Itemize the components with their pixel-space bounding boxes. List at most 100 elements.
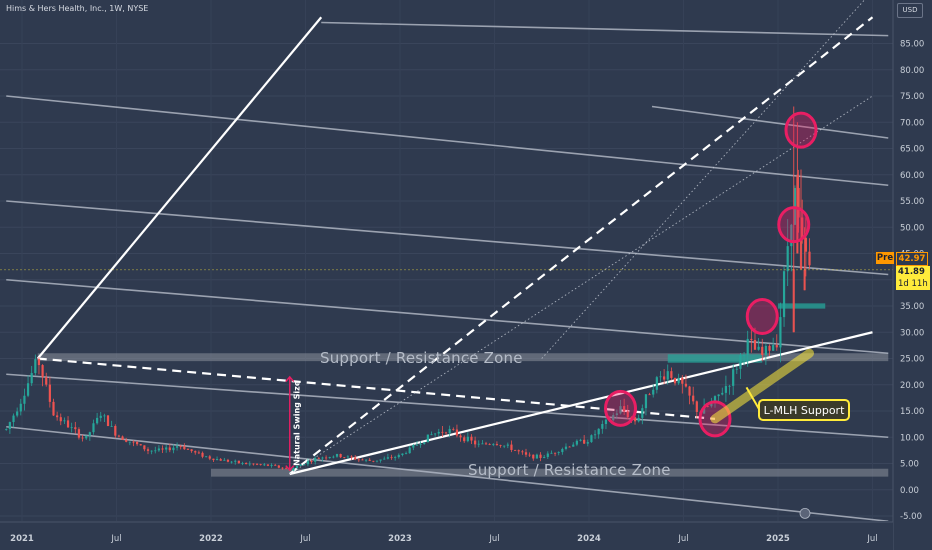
candle-body [415,444,419,446]
candle-body [168,447,171,451]
candle-body [372,460,375,462]
event-marker-icon[interactable] [799,507,811,519]
candle-body [397,455,400,458]
candle-body [139,444,142,446]
candle-body [797,187,800,218]
candle-body [423,442,426,444]
candle-body [339,454,342,458]
candle-body [623,406,626,412]
pivot-circle[interactable] [745,298,779,335]
y-tick-label: 80.00 [900,66,924,76]
candle-body [619,406,622,414]
solid-trendline[interactable] [289,331,873,476]
pivot-circle[interactable] [604,389,637,427]
support-resistance-zone[interactable] [37,353,889,362]
channel-line[interactable] [651,105,889,139]
candle-body [641,408,644,418]
dotted-trendline[interactable] [541,0,873,359]
candle-body [408,447,411,454]
x-tick-label: Jul [299,534,310,544]
candle-body [593,434,597,436]
countdown-tag: 1d 11h [896,278,930,290]
candle-body [41,365,44,378]
candle-body [350,456,353,458]
candle-body [630,417,633,418]
candle-body [681,377,684,384]
y-tick-label: 30.00 [900,328,924,338]
currency-badge[interactable]: USD [897,3,923,18]
candle-body [713,396,717,403]
arrow-down-icon [285,465,295,471]
callout-box[interactable] [758,398,850,421]
candle-body [452,428,455,430]
candle-body [499,445,502,446]
channel-line[interactable] [6,95,889,187]
candle-body [434,433,437,435]
candle-body [684,383,688,387]
candle-body [637,417,640,422]
candle-body [281,467,284,469]
time-axis[interactable] [0,522,893,550]
candle-body [346,456,350,458]
channel-line[interactable] [6,373,889,439]
teal-zone[interactable] [778,303,826,309]
candle-body [128,441,131,443]
pivot-circle[interactable] [784,111,818,149]
channel-line[interactable] [6,278,889,355]
candle-body [70,427,73,429]
channel-line[interactable] [321,21,889,37]
candle-body [612,415,615,421]
candle-body [586,442,589,444]
channel-line[interactable] [6,425,889,522]
candle-body [81,437,84,439]
candle-body [528,454,531,456]
candle-body [77,429,81,438]
candle-body [583,439,586,444]
candle-body [535,454,539,459]
lmlh-highlight[interactable] [710,348,814,424]
candle-body [677,377,680,384]
channel-line[interactable] [6,200,889,276]
teal-zone[interactable] [667,354,763,363]
candle-body [132,441,135,443]
candle-body [404,453,408,454]
pre-market-price-tag: 42.97 [896,252,928,266]
dashed-trendline[interactable] [37,357,716,420]
candle-body [444,432,448,434]
candle-body [161,448,164,450]
zone-label-upper: Support / Resistance Zone [320,349,523,367]
pivot-circle[interactable] [777,206,811,244]
candle-body [106,415,110,427]
candle-body [368,459,371,461]
candle-body [550,452,553,454]
candle-body [808,251,811,266]
candle-body [390,457,393,459]
support-resistance-zone[interactable] [211,468,889,477]
candle-body [426,434,429,443]
candle-body [30,373,33,384]
y-tick-label: 70.00 [900,118,924,128]
candle-body [768,345,771,351]
candle-body [226,459,230,462]
candle-body [721,392,724,395]
candle-body [524,452,528,455]
solid-trendline[interactable] [36,16,323,360]
candle-body [739,355,742,369]
candle-body [772,345,775,351]
candle-body [215,459,219,461]
plot-area[interactable]: Natural Swing Size L-MLH Support [0,0,893,521]
last-price-tag: 41.89 [896,266,930,278]
candle-body [375,460,379,462]
y-tick-label: 5.00 [900,460,919,470]
candle-body [633,417,637,422]
candle-body [448,428,451,434]
y-tick-label: 15.00 [900,407,924,417]
candle-body [575,440,578,445]
candle-body [604,419,608,424]
candle-body [74,427,77,430]
dashed-trendline[interactable] [289,16,874,475]
candle-body [332,456,335,458]
candle-body [506,444,509,446]
candle-body [521,451,524,453]
